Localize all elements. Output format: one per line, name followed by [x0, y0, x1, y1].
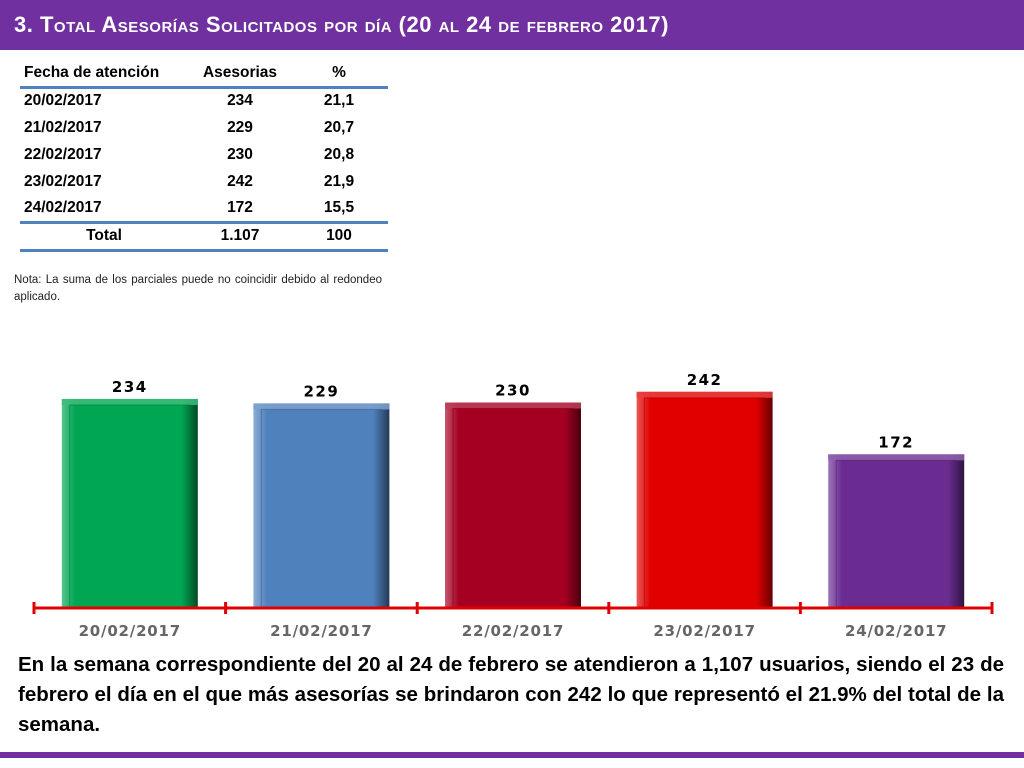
table-row: 24/02/2017 172 15,5: [20, 195, 388, 224]
x-tick-label: 21/02/2017: [270, 622, 372, 640]
table-row: 21/02/2017 229 20,7: [20, 114, 388, 141]
bar-top-bevel: [253, 403, 390, 410]
bar-top-bevel: [445, 402, 581, 409]
table-cell-asesorias: 230: [227, 145, 253, 163]
table-row: 22/02/2017 230 20,8: [20, 141, 388, 168]
table-total-label: Total: [20, 222, 190, 252]
table-cell-percent: 15,5: [290, 195, 388, 224]
bar-21/02/2017: [253, 403, 390, 608]
table-cell-asesorias: 229: [227, 118, 253, 136]
bar-top-bevel: [636, 391, 773, 398]
data-label: 229: [303, 382, 339, 400]
x-tick-label: 23/02/2017: [653, 622, 755, 640]
bar-chart: 234 20/02/2017 229 21/02/2017 230 22/02/2017 2…: [32, 371, 994, 640]
bar-23/02/2017: [636, 391, 773, 608]
x-tick-label: 24/02/2017: [845, 622, 947, 640]
table-cell-percent: 21,1: [323, 92, 355, 110]
table-header-percent: %: [290, 60, 388, 89]
bar-22/02/2017: [445, 402, 581, 608]
table-cell-fecha: 22/02/2017: [24, 145, 102, 163]
table-cell-asesorias: 242: [227, 172, 253, 190]
table-row: 23/02/2017 242 21,9: [20, 168, 388, 195]
x-tick-label: 22/02/2017: [462, 622, 564, 640]
bar-20/02/2017: [61, 398, 198, 608]
table-cell-percent: 21,9: [323, 172, 355, 190]
data-label: 172: [878, 433, 914, 451]
table-cell-fecha: 21/02/2017: [24, 118, 102, 136]
table-cell-fecha: 24/02/2017: [20, 195, 190, 224]
table-header-row: Fecha de atención Asesorias %: [20, 60, 388, 89]
asesorias-table: Fecha de atención Asesorias % 20/02/2017…: [20, 60, 388, 252]
table-cell-percent: 20,8: [323, 145, 355, 163]
bar-24/02/2017: [828, 454, 965, 608]
data-label: 234: [112, 378, 148, 396]
slide-title: 3. Total Asesorías Solicitados por día (…: [14, 12, 669, 37]
bar-top-bevel: [828, 454, 965, 461]
table-cell-percent: 20,7: [323, 118, 355, 136]
x-tick-label: 20/02/2017: [79, 622, 181, 640]
slide-title-bar: 3. Total Asesorías Solicitados por día (…: [0, 0, 1024, 50]
table-note: Nota: La suma de los parciales puede no …: [14, 274, 382, 303]
table-header-asesorias: Asesorias: [190, 60, 290, 89]
table-cell-asesorias: 172: [190, 195, 290, 224]
data-label: 242: [687, 371, 723, 389]
table-cell-fecha: 23/02/2017: [24, 172, 102, 190]
footer-bar: [0, 752, 1024, 758]
table-header-fecha: Fecha de atención: [20, 60, 190, 89]
table-cell-asesorias: 234: [227, 92, 253, 110]
data-label: 230: [495, 382, 531, 400]
table-row: 20/02/2017 234 21,1: [20, 87, 388, 114]
summary-text: En la semana correspondiente del 20 al 2…: [18, 653, 1004, 736]
table-total-percent: 100: [290, 222, 388, 252]
table-total-row: Total 1.107 100: [20, 222, 388, 252]
bar-top-bevel: [61, 398, 198, 405]
table-cell-fecha: 20/02/2017: [24, 92, 102, 110]
table-total-asesorias: 1.107: [190, 222, 290, 252]
